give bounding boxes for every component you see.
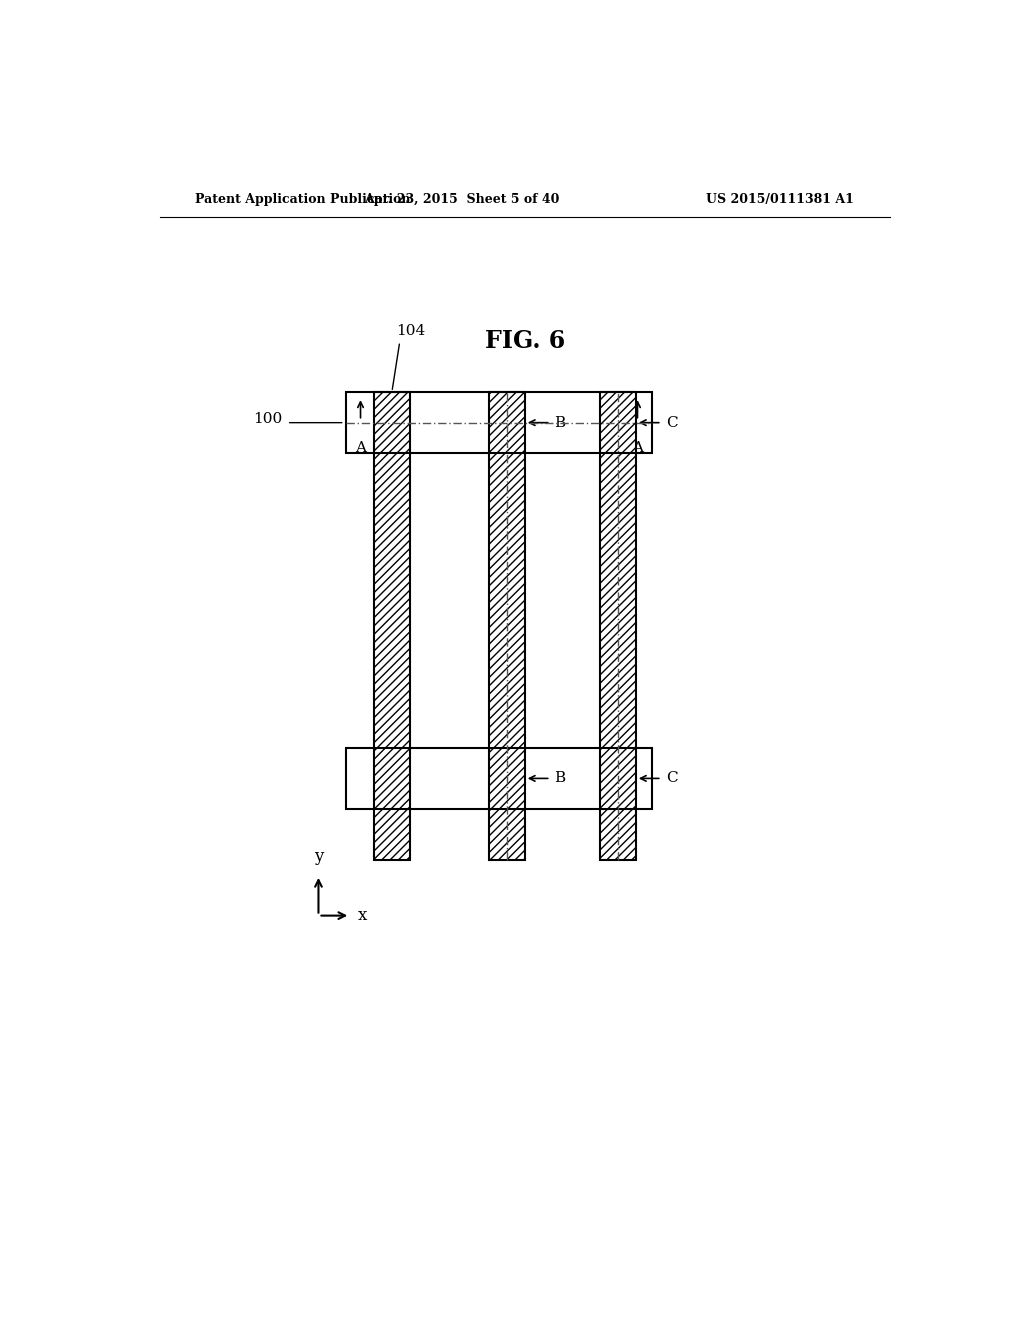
Text: FIG. 6: FIG. 6 [484, 330, 565, 354]
Text: x: x [358, 907, 368, 924]
Bar [346, 392, 652, 453]
Bar [374, 392, 410, 453]
Text: y: y [313, 847, 324, 865]
Text: Apr. 23, 2015  Sheet 5 of 40: Apr. 23, 2015 Sheet 5 of 40 [364, 193, 559, 206]
Bar [489, 748, 524, 809]
Bar [346, 392, 652, 453]
Text: A: A [632, 441, 643, 455]
Bar [346, 748, 652, 809]
Bar [600, 392, 636, 453]
Bar [489, 392, 524, 859]
Text: C: C [666, 771, 677, 785]
Text: US 2015/0111381 A1: US 2015/0111381 A1 [707, 193, 854, 206]
Bar [600, 748, 636, 809]
Bar [346, 748, 652, 809]
Text: B: B [555, 771, 565, 785]
Text: A: A [355, 441, 366, 455]
Bar [489, 392, 524, 859]
Bar [374, 392, 410, 859]
Bar [374, 392, 410, 859]
Text: 100: 100 [254, 412, 283, 425]
Bar [374, 748, 410, 809]
Text: B: B [555, 416, 565, 430]
Bar [374, 392, 410, 859]
Bar [489, 392, 524, 859]
Bar [600, 392, 636, 859]
Text: Patent Application Publication: Patent Application Publication [196, 193, 411, 206]
Bar [600, 392, 636, 859]
Text: C: C [666, 416, 677, 430]
Bar [600, 392, 636, 859]
Bar [489, 392, 524, 453]
Text: 104: 104 [396, 325, 425, 338]
